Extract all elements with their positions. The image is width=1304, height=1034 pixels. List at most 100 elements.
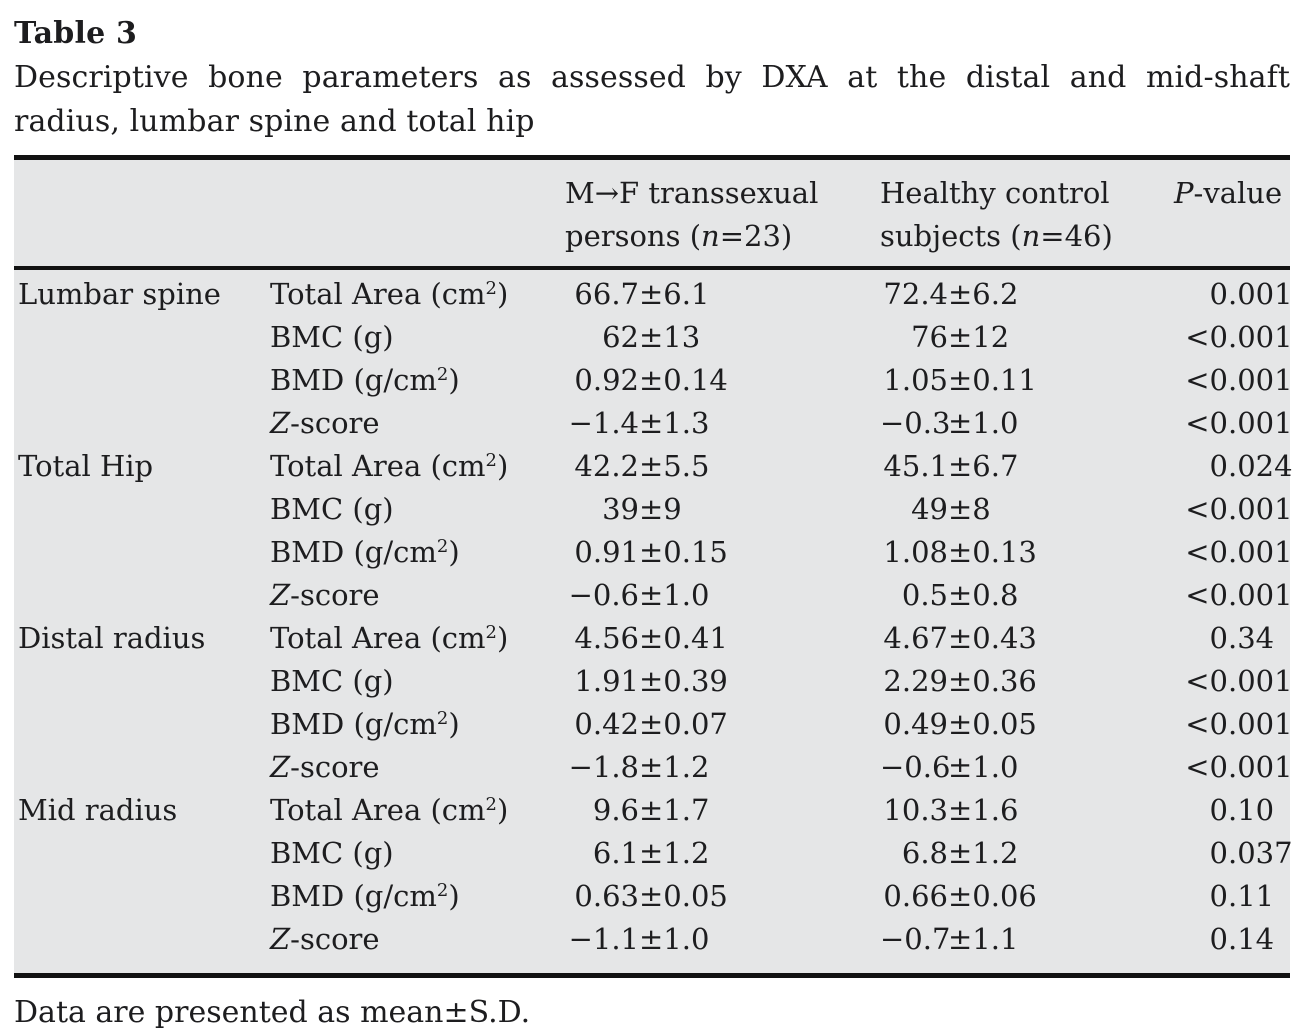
pvalue-frac: .024 bbox=[1228, 449, 1293, 483]
cell-parameter: BMC (g) bbox=[270, 664, 394, 698]
header-col-control: Healthy control subjects (n=46) bbox=[880, 176, 1113, 253]
cell-control-value: 1.05±0.11 bbox=[880, 359, 1160, 402]
pvalue-int: 0 bbox=[1209, 277, 1228, 311]
cell-mtf-value-mean: 9.6 bbox=[592, 793, 639, 827]
table-row: Z-score −0.6±1.0 0.5±0.8 <0.001 bbox=[14, 574, 1293, 617]
dxa-table: M→F transsexual persons (n=23) Healthy con… bbox=[14, 155, 1293, 978]
cell-control-value-sd: ±1.0 bbox=[948, 750, 1019, 784]
pvalue-int: 0 bbox=[1209, 793, 1228, 827]
table-row: Distal radius Total Area (cm2) 4.56±0.41 4.… bbox=[14, 617, 1290, 660]
cell-site: Lumbar spine bbox=[18, 277, 221, 311]
cell-mtf-value: 4.56±0.41 bbox=[565, 617, 880, 660]
pvalue-frac: .001 bbox=[1228, 277, 1293, 311]
pvalue-int: 0 bbox=[1209, 836, 1228, 870]
cell-pvalue: 0.10 bbox=[1160, 789, 1290, 832]
cell-pvalue: 0.001 bbox=[1160, 273, 1293, 316]
cell-mtf-value: −0.6±1.0 bbox=[565, 574, 880, 617]
pvalue-frac: .001 bbox=[1228, 492, 1293, 526]
cell-mtf-value-sd: ±1.2 bbox=[639, 836, 710, 870]
pvalue-int: <0 bbox=[1185, 664, 1228, 698]
cell-mtf-value-sd: ±9 bbox=[639, 492, 682, 526]
cell-control-value-mean: 0.66 bbox=[883, 879, 948, 913]
table-row: BMD (g/cm2) 0.42±0.07 0.49±0.05 <0.001 bbox=[14, 703, 1293, 746]
cell-control-value: −0.3±1.0 bbox=[880, 402, 1160, 445]
cell-site bbox=[14, 574, 270, 617]
pvalue-frac: .001 bbox=[1228, 707, 1293, 741]
cell-pvalue: <0.001 bbox=[1160, 746, 1292, 789]
cell-control-value-mean: 0.5 bbox=[901, 578, 948, 612]
cell-parameter: BMC (g) bbox=[270, 836, 394, 870]
table-row: BMC (g) 62±13 76±12 <0.001 bbox=[14, 316, 1293, 359]
cell-site bbox=[14, 875, 270, 918]
cell-mtf-value-sd: ±13 bbox=[639, 320, 701, 354]
cell-control-value: 76±12 bbox=[880, 316, 1160, 359]
cell-parameter: Total Area (cm2) bbox=[270, 621, 509, 655]
cell-control-value: 72.4±6.2 bbox=[880, 273, 1160, 316]
cell-control-value-mean: 2.29 bbox=[883, 664, 948, 698]
cell-pvalue: <0.001 bbox=[1160, 660, 1293, 703]
cell-control-value: 0.49±0.05 bbox=[880, 703, 1160, 746]
cell-control-value-sd: ±12 bbox=[948, 320, 1010, 354]
table-row: Z-score −1.8±1.2 −0.6±1.0 <0.001 bbox=[14, 746, 1293, 789]
cell-pvalue: <0.001 bbox=[1160, 316, 1292, 359]
table-row: BMD (g/cm2) 0.91±0.15 1.08±0.13 <0.001 bbox=[14, 531, 1293, 574]
cell-mtf-value: −1.8±1.2 bbox=[565, 746, 880, 789]
cell-mtf-value: 42.2±5.5 bbox=[565, 445, 880, 488]
cell-control-value-mean: −0.7 bbox=[880, 922, 951, 956]
cell-mtf-value: −1.4±1.3 bbox=[565, 402, 880, 445]
pvalue-int: 0 bbox=[1209, 449, 1228, 483]
cell-control-value-mean: 0.49 bbox=[883, 707, 948, 741]
cell-mtf-value-sd: ±0.07 bbox=[639, 707, 728, 741]
cell-mtf-value-sd: ±0.05 bbox=[639, 879, 728, 913]
header-col-pvalue: P-value bbox=[1174, 176, 1283, 210]
pvalue-int: <0 bbox=[1185, 707, 1228, 741]
cell-pvalue: 0.037 bbox=[1160, 832, 1293, 875]
table-title: Table 3 bbox=[14, 16, 138, 51]
cell-mtf-value-sd: ±1.0 bbox=[639, 922, 710, 956]
cell-mtf-value-mean: 0.63 bbox=[574, 879, 639, 913]
pvalue-frac: .001 bbox=[1228, 363, 1293, 397]
cell-mtf-value-mean: 4.56 bbox=[574, 621, 639, 655]
pvalue-frac: .037 bbox=[1228, 836, 1293, 870]
table-row: BMC (g) 39±9 49±8 <0.001 bbox=[14, 488, 1293, 531]
cell-mtf-value: 1.91±0.39 bbox=[565, 660, 880, 703]
pvalue-int: 0 bbox=[1209, 922, 1228, 956]
cell-control-value: −0.7±1.1 bbox=[880, 918, 1160, 961]
cell-mtf-value-mean: −1.1 bbox=[568, 922, 639, 956]
pvalue-int: 0 bbox=[1209, 621, 1228, 655]
cell-pvalue: <0.001 bbox=[1160, 359, 1293, 402]
cell-site bbox=[14, 746, 270, 789]
header-col-parameter bbox=[270, 172, 565, 258]
table-row: BMD (g/cm2) 0.63±0.05 0.66±0.06 0.11 bbox=[14, 875, 1290, 918]
cell-mtf-value: 39±9 bbox=[565, 488, 880, 531]
cell-site bbox=[14, 703, 270, 746]
cell-site bbox=[14, 832, 270, 875]
cell-parameter: BMD (g/cm2) bbox=[270, 707, 460, 741]
cell-site bbox=[14, 359, 270, 402]
cell-mtf-value-sd: ±5.5 bbox=[639, 449, 710, 483]
cell-control-value-sd: ±0.8 bbox=[948, 578, 1019, 612]
cell-parameter: Z-score bbox=[270, 922, 380, 956]
pvalue-int: 0 bbox=[1209, 879, 1228, 913]
cell-mtf-value: 0.42±0.07 bbox=[565, 703, 880, 746]
cell-control-value: −0.6±1.0 bbox=[880, 746, 1160, 789]
cell-control-value-mean: −0.3 bbox=[880, 406, 951, 440]
cell-mtf-value: 0.92±0.14 bbox=[565, 359, 880, 402]
cell-control-value-sd: ±0.36 bbox=[948, 664, 1037, 698]
cell-control-value-mean: 76 bbox=[911, 320, 948, 354]
cell-parameter: BMC (g) bbox=[270, 492, 394, 526]
cell-site: Total Hip bbox=[18, 449, 154, 483]
cell-mtf-value-mean: 42.2 bbox=[574, 449, 639, 483]
cell-mtf-value: 66.7±6.1 bbox=[565, 273, 880, 316]
pvalue-int: <0 bbox=[1185, 406, 1228, 440]
cell-control-value: 6.8±1.2 bbox=[880, 832, 1160, 875]
cell-mtf-value: 62±13 bbox=[565, 316, 880, 359]
table-row: Total Hip Total Area (cm2) 42.2±5.5 45.1±6.… bbox=[14, 445, 1293, 488]
cell-mtf-value-sd: ±1.2 bbox=[639, 750, 710, 784]
cell-control-value-mean: 6.8 bbox=[901, 836, 948, 870]
pvalue-frac: .001 bbox=[1228, 664, 1293, 698]
cell-pvalue: <0.001 bbox=[1160, 531, 1292, 574]
cell-mtf-value-mean: 0.92 bbox=[574, 363, 639, 397]
cell-control-value: 0.66±0.06 bbox=[880, 875, 1160, 918]
